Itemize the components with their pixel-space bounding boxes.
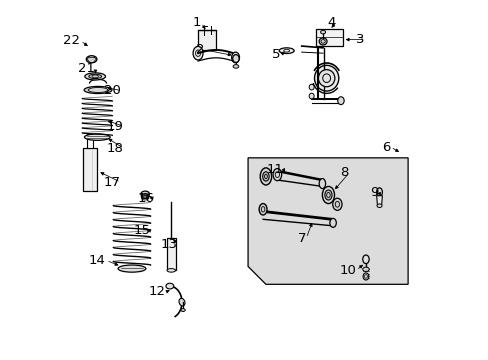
Ellipse shape	[376, 204, 381, 207]
Ellipse shape	[362, 255, 368, 264]
Text: 5: 5	[271, 49, 280, 62]
Text: 7: 7	[297, 232, 305, 245]
Ellipse shape	[260, 168, 271, 185]
Ellipse shape	[84, 134, 110, 140]
Text: 8: 8	[340, 166, 348, 179]
Text: 4: 4	[327, 15, 335, 28]
Text: 9: 9	[370, 186, 378, 199]
Text: 13: 13	[160, 238, 177, 251]
Ellipse shape	[165, 283, 173, 289]
Ellipse shape	[88, 74, 102, 78]
Ellipse shape	[363, 273, 368, 280]
Ellipse shape	[259, 203, 266, 215]
Ellipse shape	[181, 309, 185, 311]
Ellipse shape	[324, 190, 331, 200]
Text: 11: 11	[265, 163, 283, 176]
Ellipse shape	[118, 265, 145, 272]
Text: 6: 6	[381, 141, 389, 154]
Ellipse shape	[308, 84, 313, 90]
Text: 1: 1	[192, 16, 201, 29]
Bar	[166, 238, 175, 270]
Text: 19: 19	[107, 120, 123, 133]
Text: 16: 16	[137, 192, 154, 205]
Polygon shape	[247, 158, 407, 284]
Text: 21: 21	[78, 62, 95, 75]
Text: 20: 20	[104, 84, 121, 97]
Ellipse shape	[319, 179, 325, 189]
Ellipse shape	[233, 64, 238, 68]
Ellipse shape	[279, 48, 294, 54]
Bar	[83, 148, 97, 192]
Text: 17: 17	[103, 176, 120, 189]
Bar	[315, 29, 342, 46]
Text: 2: 2	[196, 44, 204, 57]
Ellipse shape	[166, 269, 175, 272]
Text: 15: 15	[134, 224, 151, 237]
Bar	[87, 134, 93, 148]
Ellipse shape	[141, 194, 149, 199]
Ellipse shape	[232, 55, 239, 63]
Text: 10: 10	[338, 264, 355, 277]
Ellipse shape	[314, 65, 338, 91]
Ellipse shape	[332, 198, 341, 210]
Ellipse shape	[322, 186, 334, 203]
Text: 14: 14	[89, 254, 106, 267]
Ellipse shape	[319, 38, 326, 45]
Ellipse shape	[329, 219, 336, 227]
Ellipse shape	[231, 52, 239, 63]
Bar	[198, 30, 215, 50]
Text: 3: 3	[355, 33, 364, 46]
Polygon shape	[376, 196, 382, 205]
Ellipse shape	[179, 298, 184, 306]
Ellipse shape	[308, 93, 313, 99]
Ellipse shape	[362, 267, 368, 271]
Ellipse shape	[84, 73, 105, 80]
Text: 12: 12	[149, 285, 165, 298]
Text: 22: 22	[63, 34, 80, 47]
Ellipse shape	[262, 172, 268, 181]
Ellipse shape	[272, 168, 281, 181]
Ellipse shape	[141, 191, 149, 197]
Ellipse shape	[86, 56, 97, 63]
Ellipse shape	[318, 69, 334, 87]
Ellipse shape	[193, 46, 203, 60]
Text: 18: 18	[107, 142, 123, 155]
Ellipse shape	[320, 30, 325, 34]
Ellipse shape	[84, 86, 112, 94]
Ellipse shape	[376, 188, 382, 197]
Ellipse shape	[337, 97, 344, 105]
